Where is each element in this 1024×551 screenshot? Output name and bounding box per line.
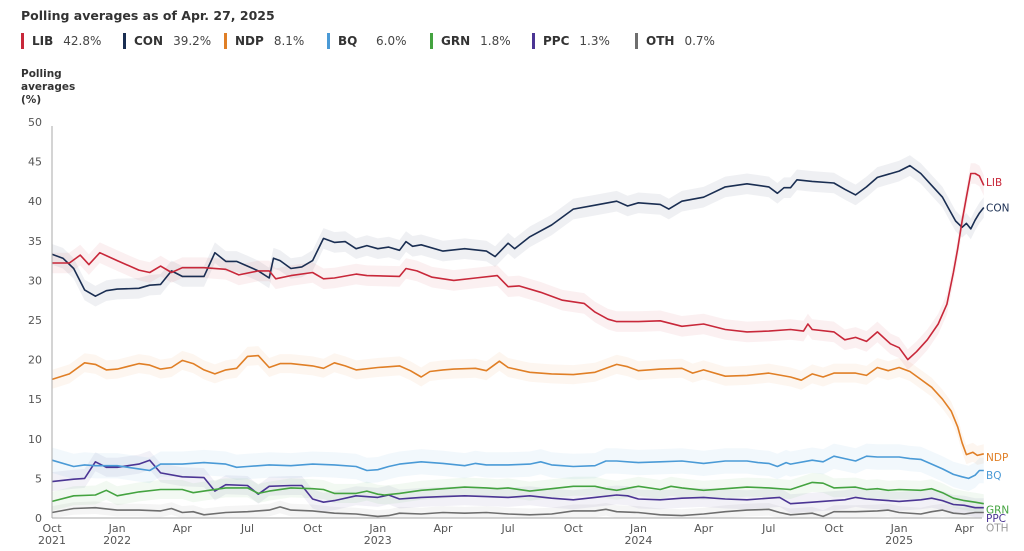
- legend-swatch-oth: [635, 33, 638, 49]
- line-ppc: [51, 459, 984, 509]
- band-bq: [52, 443, 984, 492]
- x-tick-label: Jan: [890, 522, 908, 535]
- legend-swatch-ppc: [532, 33, 535, 49]
- x-tick-label: Oct: [42, 522, 62, 535]
- band-lib: [52, 163, 984, 370]
- legend-name: PPC: [543, 34, 570, 48]
- legend-value: 42.8%: [63, 34, 102, 48]
- y-axis-title-line: Polling: [21, 68, 62, 80]
- x-tick-year-label: 2022: [103, 534, 131, 547]
- confidence-bands: [52, 155, 984, 518]
- legend-name: BQ: [338, 34, 358, 48]
- band-oth: [52, 500, 984, 518]
- legend-item-con: CON 39.2%: [123, 33, 224, 49]
- legend-name: NDP: [235, 34, 264, 48]
- y-axis-title: Polling averages (%): [21, 68, 81, 107]
- legend-swatch-ndp: [224, 33, 227, 49]
- legend-item-oth: OTH 0.7%: [635, 33, 715, 49]
- x-tick-label: Apr: [694, 522, 714, 535]
- legend-value: 6.0%: [376, 34, 407, 48]
- x-tick-label: Apr: [955, 522, 975, 535]
- x-tick-label: Oct: [303, 522, 323, 535]
- legend-item-grn: GRN 1.8%: [430, 33, 532, 49]
- legend-value: 1.3%: [579, 34, 610, 48]
- line-lib: [52, 172, 985, 361]
- band-ppc: [52, 450, 984, 518]
- legend-name: CON: [134, 34, 164, 48]
- end-label-con: CON: [986, 203, 1009, 215]
- y-axis-title-line: (%): [21, 94, 42, 106]
- x-tick-label: Jan: [368, 522, 386, 535]
- x-tick-label: Jan: [108, 522, 126, 535]
- legend-item-bq: BQ 6.0%: [327, 33, 430, 49]
- x-tick-label: Oct: [564, 522, 584, 535]
- legend-item-ppc: PPC 1.3%: [532, 33, 635, 49]
- legend-value: 8.1%: [273, 34, 305, 48]
- x-tick-year-label: 2024: [624, 534, 652, 547]
- legend-value: 1.8%: [480, 34, 511, 48]
- legend-name: LIB: [32, 34, 54, 48]
- legend: LIB 42.8% CON 39.2% NDP 8.1% BQ 6.0% GRN…: [21, 31, 715, 51]
- legend-swatch-grn: [430, 33, 433, 49]
- y-tick-label: 10: [28, 433, 42, 446]
- end-label-lib: LIB: [986, 177, 1002, 189]
- x-tick-year-label: 2021: [38, 534, 66, 547]
- x-tick-label: Apr: [173, 522, 193, 535]
- x-tick-label: Jul: [761, 522, 775, 535]
- legend-name: OTH: [646, 34, 675, 48]
- x-tick-label: Oct: [824, 522, 844, 535]
- line-ndp: [51, 354, 984, 457]
- y-tick-label: 25: [28, 314, 42, 327]
- band-ndp: [52, 346, 984, 465]
- line-bq: [51, 455, 984, 480]
- legend-name: GRN: [441, 34, 471, 48]
- y-tick-label: 35: [28, 235, 42, 248]
- y-tick-label: 5: [35, 472, 42, 485]
- legend-value: 39.2%: [173, 34, 212, 48]
- legend-item-lib: LIB 42.8%: [21, 33, 123, 49]
- y-tick-label: 50: [28, 116, 42, 129]
- legend-value: 0.7%: [684, 34, 715, 48]
- line-con: [51, 164, 985, 298]
- end-label-bq: BQ: [986, 470, 1001, 482]
- band-con: [52, 155, 984, 307]
- end-label-ndp: NDP: [986, 452, 1008, 464]
- legend-item-ndp: NDP 8.1%: [224, 33, 327, 49]
- end-label-grn: GRN: [986, 504, 1009, 516]
- x-tick-year-label: 2023: [364, 534, 392, 547]
- y-axis-title-line: averages: [21, 81, 76, 93]
- y-tick-label: 40: [28, 195, 42, 208]
- band-grn: [52, 472, 984, 514]
- y-tick-label: 30: [28, 274, 42, 287]
- y-tick-label: 0: [35, 512, 42, 525]
- series-lines: [51, 164, 985, 518]
- legend-swatch-lib: [21, 33, 24, 49]
- line-oth: [51, 506, 984, 518]
- legend-swatch-bq: [327, 33, 330, 49]
- legend-swatch-con: [123, 33, 126, 49]
- end-label-oth: OTH: [986, 523, 1009, 535]
- end-label-ppc: PPC: [986, 513, 1006, 525]
- x-tick-label: Apr: [433, 522, 453, 535]
- x-tick-year-label: 2025: [885, 534, 913, 547]
- x-tick-label: Jul: [500, 522, 514, 535]
- x-tick-label: Jan: [629, 522, 647, 535]
- chart-title: Polling averages as of Apr. 27, 2025: [21, 8, 275, 23]
- y-tick-label: 15: [28, 393, 42, 406]
- x-tick-label: Jul: [240, 522, 254, 535]
- line-grn: [51, 481, 984, 505]
- y-tick-label: 20: [28, 354, 42, 367]
- y-tick-label: 45: [28, 156, 42, 169]
